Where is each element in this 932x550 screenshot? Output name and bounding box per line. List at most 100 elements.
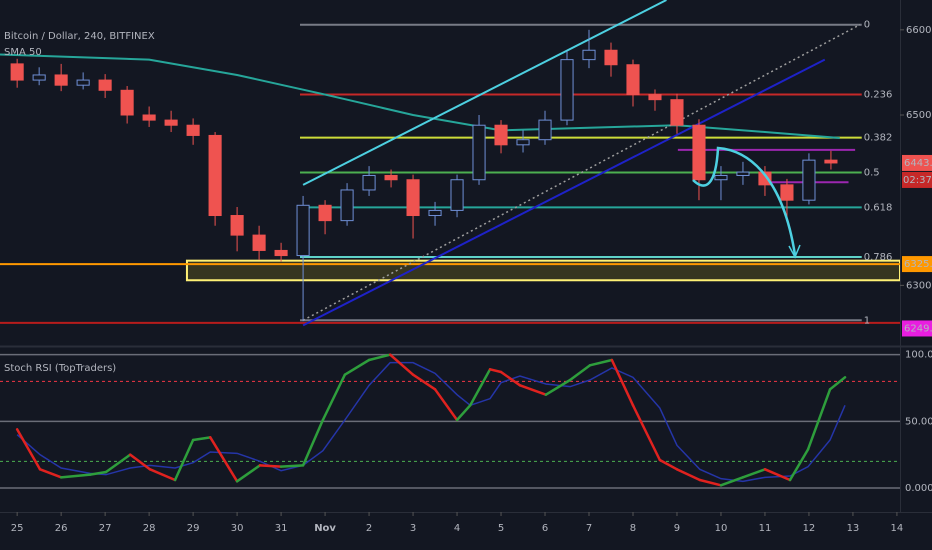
y-tick-label: 6300.0 [906, 280, 932, 291]
k-segment [631, 404, 662, 462]
x-tick-label: Nov [314, 523, 336, 534]
candle-body [120, 89, 134, 116]
candle-body [802, 159, 816, 201]
k-segment [719, 476, 745, 487]
k-segment [235, 464, 262, 483]
candle-body [516, 139, 530, 146]
candle-body [714, 174, 728, 181]
x-tick-label: 8 [630, 523, 636, 534]
candle-body [450, 179, 464, 211]
sma-line [0, 53, 840, 139]
candle-body [736, 171, 750, 176]
k-segment [568, 364, 592, 382]
candle-body [384, 174, 398, 181]
k-segment [301, 418, 325, 467]
candle-body [538, 119, 552, 141]
k-segment [321, 373, 347, 422]
k-segment [741, 468, 767, 479]
fib-label: 0.786 [864, 252, 893, 263]
candle-body [32, 74, 46, 81]
k-segment [588, 358, 614, 367]
price-pane: 0 0.236 0.382 0.5 0.618 0.786 1 [0, 0, 900, 327]
k-segment [59, 473, 92, 479]
countdown-box [902, 171, 932, 188]
fib-label: 0.618 [864, 202, 893, 213]
x-tick-label: 3 [410, 523, 416, 534]
k-segment [411, 373, 437, 391]
x-tick-label: 4 [454, 523, 460, 534]
candle-body [780, 184, 794, 201]
price-label: 6249.4 [904, 323, 932, 334]
price-label: 6443.7 [904, 158, 932, 169]
candle-body [406, 179, 420, 217]
k-segment [488, 368, 503, 374]
x-tick-label: 30 [231, 523, 244, 534]
k-segment [433, 388, 459, 422]
y-tick-label: 6600.0 [906, 25, 932, 36]
candle-body [98, 79, 112, 91]
k-segment [455, 404, 472, 422]
candle-body [340, 189, 354, 222]
candle-body [186, 124, 200, 136]
d-line [16, 361, 846, 483]
k-segment [173, 438, 195, 482]
k-segment [828, 376, 847, 391]
k-segment [128, 453, 152, 471]
labels: Bitcoin / Dollar, 240, BITFINEX SMA 50 S… [4, 31, 155, 374]
k-segment [258, 464, 283, 468]
k-segment [698, 478, 723, 487]
x-tick-label: 2 [366, 523, 372, 534]
symbol-title: Bitcoin / Dollar, 240, BITFINEX [4, 31, 155, 42]
candle-body [670, 99, 684, 126]
candle-body [230, 215, 244, 236]
axes: 6600.06500.06300.06443.702:37:186325.062… [11, 25, 932, 534]
k-segment [148, 468, 177, 482]
x-tick-label: 28 [143, 523, 156, 534]
y-tick-label: 100.0000 [905, 350, 932, 361]
k-segment [191, 436, 212, 442]
candle-body [604, 49, 618, 66]
candle-body [428, 209, 442, 217]
k-segment [209, 436, 239, 483]
fib-label: 0.382 [864, 133, 893, 144]
k-segment [388, 353, 415, 376]
k-segment [279, 464, 305, 468]
x-tick-label: 5 [498, 523, 504, 534]
trend-line [302, 58, 826, 327]
k-segment [806, 388, 832, 451]
candle-body [54, 74, 68, 86]
candle-body [252, 234, 266, 251]
fib-label: 0.5 [864, 168, 880, 179]
candle-body [692, 124, 706, 181]
price-label-box [902, 320, 932, 337]
oscillator-title: Stoch RSI (TopTraders) [4, 363, 116, 374]
candle-body [208, 134, 222, 217]
k-segment [367, 353, 392, 362]
candle-body [626, 64, 640, 96]
k-segment [343, 358, 371, 376]
x-tick-label: 7 [586, 523, 592, 534]
fib-label: 1 [864, 315, 870, 326]
k-segment [38, 468, 63, 479]
k-segment [788, 448, 810, 482]
price-label-box [902, 154, 932, 171]
candle-body [142, 114, 156, 121]
y-tick-label: 6500.0 [906, 110, 932, 121]
k-segment [499, 370, 522, 387]
x-tick-label: 6 [542, 523, 548, 534]
candle-body [582, 49, 596, 61]
x-tick-label: 9 [674, 523, 680, 534]
sma-legend: SMA 50 [4, 47, 42, 58]
candle-body [758, 171, 772, 186]
candle-body [76, 79, 90, 86]
trend-line [302, 24, 861, 321]
k-segment [15, 428, 42, 471]
candle-body [318, 204, 332, 222]
zone [185, 259, 900, 282]
x-tick-label: 26 [55, 523, 68, 534]
k-segment [104, 453, 132, 474]
trend-line [302, 0, 667, 186]
k-segment [468, 368, 492, 407]
candle-body [824, 159, 838, 164]
k-segment [763, 468, 792, 482]
